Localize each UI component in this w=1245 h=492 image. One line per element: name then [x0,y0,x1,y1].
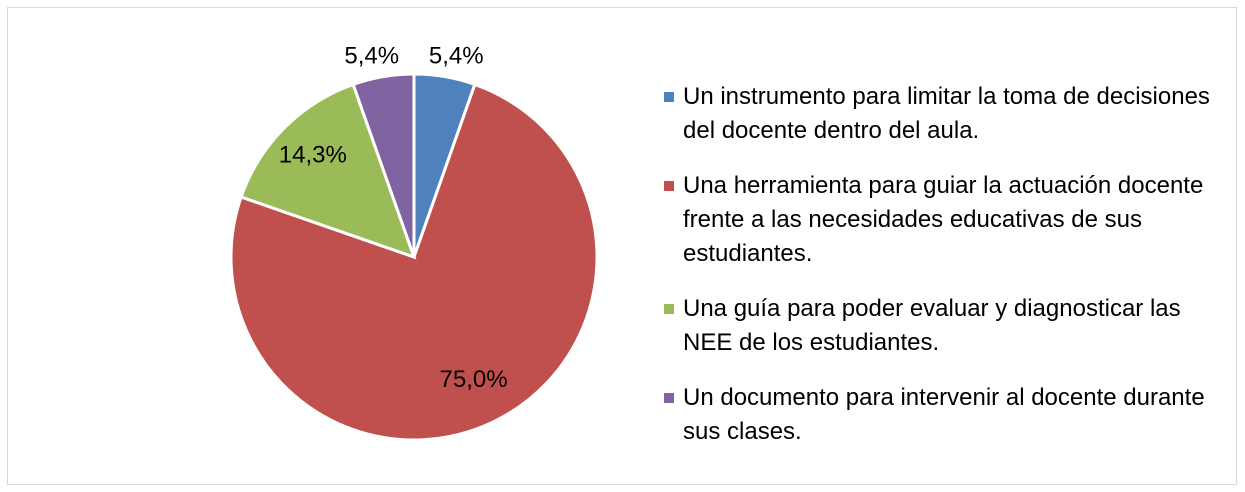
legend-swatch [664,92,674,102]
pie-slice [229,82,599,442]
legend-item: Una herramienta para guiar la actuación … [664,169,1231,271]
pie-slice [239,82,417,260]
legend-label: Un documento para intervenir al docente … [683,384,1205,445]
data-label: 5,4% [429,42,484,69]
legend-swatch [664,181,674,191]
data-label: 5,4% [344,42,399,69]
legend-label: Una guía para poder evaluar y diagnostic… [683,295,1181,356]
data-label: 75,0% [440,366,508,393]
legend-item: Un instrumento para limitar la toma de d… [664,80,1231,148]
chart-frame [7,7,1237,485]
pie-slice [351,72,416,258]
legend-swatch [664,304,674,314]
legend-label: Un instrumento para limitar la toma de d… [683,83,1210,144]
legend-item: Un documento para intervenir al docente … [664,381,1231,449]
legend-item: Una guía para poder evaluar y diagnostic… [664,292,1231,360]
legend-swatch [664,393,674,403]
data-label: 14,3% [279,142,347,169]
legend: Un instrumento para limitar la toma de d… [664,80,1234,470]
legend-label: Una herramienta para guiar la actuación … [683,172,1204,267]
